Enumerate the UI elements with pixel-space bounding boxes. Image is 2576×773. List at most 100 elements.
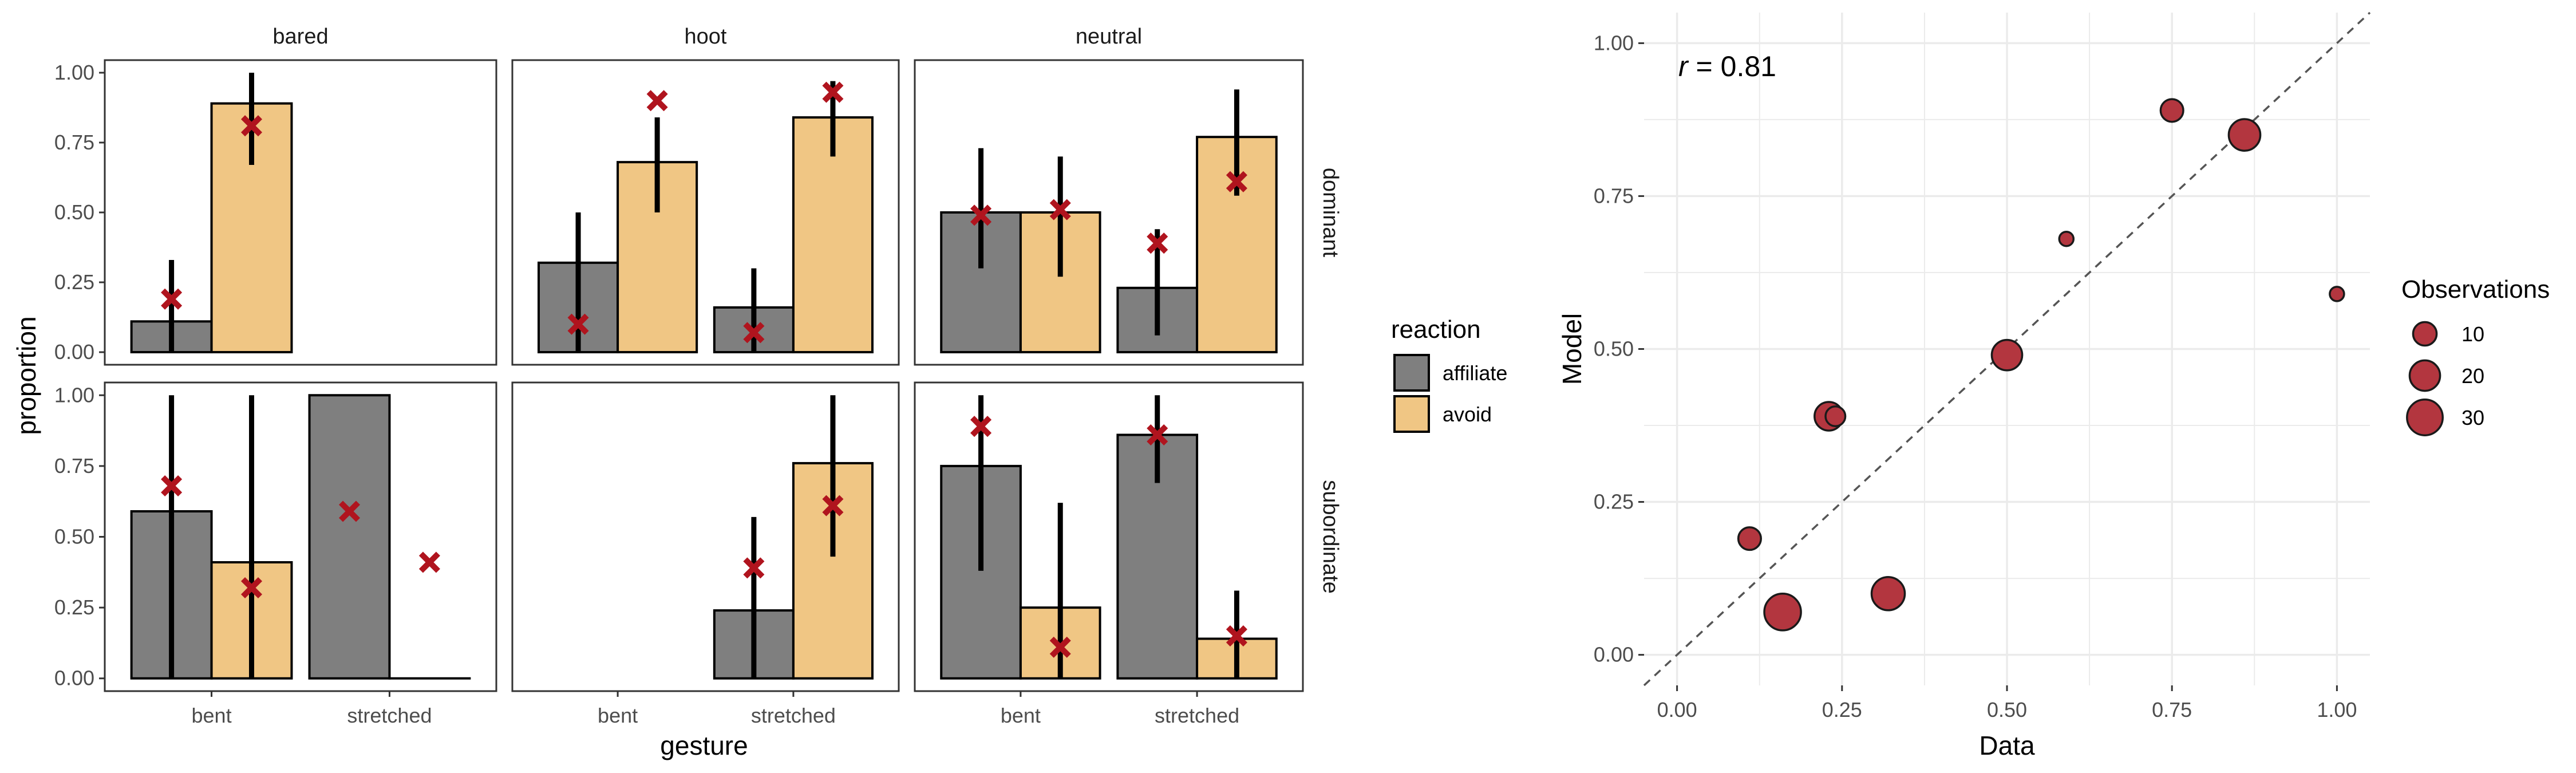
y-axis-title: proportion [11,316,41,435]
legend-key-avoid [1393,395,1430,433]
data-point [1824,405,1847,428]
legend-key-10 [2412,321,2438,347]
y-tick-label: 1.00 [54,383,94,407]
legend-label-avoid: avoid [1443,403,1492,426]
panel-background [105,60,496,365]
x-tick-label: 0.50 [1987,698,2027,721]
y-tick-label: 1.00 [1594,31,1634,54]
model-marker-bent-avoid [1049,199,1071,220]
model-marker-stretched-affiliate [743,322,765,344]
model-marker-bent-affiliate [161,475,183,497]
y-tick-label: 0.50 [1594,337,1634,361]
y-tick-label: 0.25 [54,270,94,294]
x-tick-label: bent [1001,704,1041,727]
y-tick-label: 0.75 [54,131,94,154]
model-marker-bent-avoid [240,577,263,599]
model-marker-stretched-affiliate [1147,424,1168,446]
x-tick-label: bent [598,704,638,727]
panel-border [511,381,900,692]
model-marker-bent-avoid [646,90,668,112]
legend-label-20: 20 [2462,364,2484,388]
model-marker-bent-affiliate [970,416,992,437]
model-marker-bent-avoid [1049,636,1071,658]
model-marker-stretched-avoid-stroke [822,81,844,103]
bar-stretched-affiliate [308,394,391,680]
model-marker-stretched-affiliate [743,557,765,579]
facet-strip-neutral: neutral [1076,25,1142,49]
x-tick-label: stretched [347,704,432,727]
y-axis-title: Model [1557,313,1587,385]
facet-panel-hoot-subordinate [511,381,900,692]
data-point [1990,338,2024,372]
legend-reaction: reaction affiliate avoid [1391,315,1507,433]
data-point [2227,118,2262,152]
model-marker-stretched-avoid [1226,625,1247,647]
model-marker-bent-affiliate-stroke [567,313,589,335]
facet-strip-bared: bared [272,25,328,49]
facet-strip-subordinate: subordinate [1318,480,1342,594]
y-tick-label: 0.50 [54,525,94,549]
facet-strip-dominant: dominant [1318,168,1342,258]
model-marker-stretched-affiliate [338,500,361,522]
model-marker-bent-avoid [240,115,263,137]
facet-panel-hoot-dominant [511,59,900,366]
model-marker-bent-affiliate-stroke [161,288,183,310]
legend-key-30 [2406,399,2444,436]
model-marker-bent-affiliate-stroke [970,204,992,226]
data-point [1763,593,1802,632]
x-tick-label: stretched [751,704,836,727]
model-marker-stretched-avoid-stroke [822,495,844,516]
panel-border [511,59,900,366]
model-marker-stretched-affiliate-stroke [1147,232,1168,254]
correlation-annotation: r = 0.81 [1678,50,1776,82]
identity-reference-line [1643,11,2371,687]
x-tick-label: bent [192,704,232,727]
y-tick-label: 0.25 [54,595,94,619]
correlation-symbol: r [1678,50,1689,82]
facet-panel-bared-dominant [104,59,497,366]
facet-panel-neutral-subordinate [914,381,1304,692]
model-marker-bent-avoid-stroke [1049,199,1071,220]
model-marker-stretched-avoid [418,551,440,573]
x-tick-label: 0.75 [2152,698,2192,721]
correlation-value: = 0.81 [1688,50,1776,82]
model-marker-bent-affiliate-stroke [970,416,992,437]
model-marker-bent-affiliate [161,288,183,310]
legend-title: Observations [2401,275,2550,303]
model-marker-stretched-avoid-stroke [418,551,440,573]
x-axis-title: Data [1979,731,2035,760]
model-marker-stretched-affiliate-stroke [338,500,361,522]
facet-bar-chart: 0.00 0.25 0.50 0.75 1.00 0.00 0.25 0.50 0.75 1.00… [11,25,1507,760]
legend-key-20 [2408,359,2441,392]
model-vs-data-scatter: 0.00 0.25 0.50 0.75 1.00 0.00 0.25 0.50 0.75 1.00… [1557,11,2550,760]
data-point [1870,576,1906,612]
model-marker-stretched-affiliate-stroke [743,322,765,344]
y-tick-label: 0.00 [1594,643,1634,666]
model-marker-bent-affiliate [970,204,992,226]
data-point [2058,230,2075,247]
legend-label-30: 30 [2462,406,2484,429]
legend-key-affiliate [1393,354,1430,392]
y-tick-label: 0.75 [1594,184,1634,207]
legend-label-affiliate: affiliate [1443,361,1507,385]
model-marker-bent-avoid-stroke [646,90,668,112]
model-marker-stretched-affiliate-stroke [1147,424,1168,446]
model-marker-bent-affiliate-stroke [161,475,183,497]
panel-border [914,381,1304,692]
y-tick-label: 0.00 [54,340,94,364]
facet-panel-neutral-dominant [914,59,1304,366]
model-marker-bent-avoid-stroke [240,577,263,599]
model-marker-bent-affiliate [567,313,589,335]
facet-strip-hoot: hoot [685,25,727,49]
x-tick-label: 1.00 [2317,698,2357,721]
legend-observations: Observations 10 20 30 [2401,275,2550,436]
data-point [2159,98,2184,123]
legend-label-10: 10 [2462,322,2484,346]
model-marker-bent-avoid-stroke [1049,636,1071,658]
legend-title: reaction [1391,315,1481,344]
model-marker-stretched-affiliate [1147,232,1168,254]
data-point [2329,286,2345,302]
y-tick-label: 0.25 [1594,490,1634,514]
x-tick-label: 0.00 [1657,698,1697,721]
